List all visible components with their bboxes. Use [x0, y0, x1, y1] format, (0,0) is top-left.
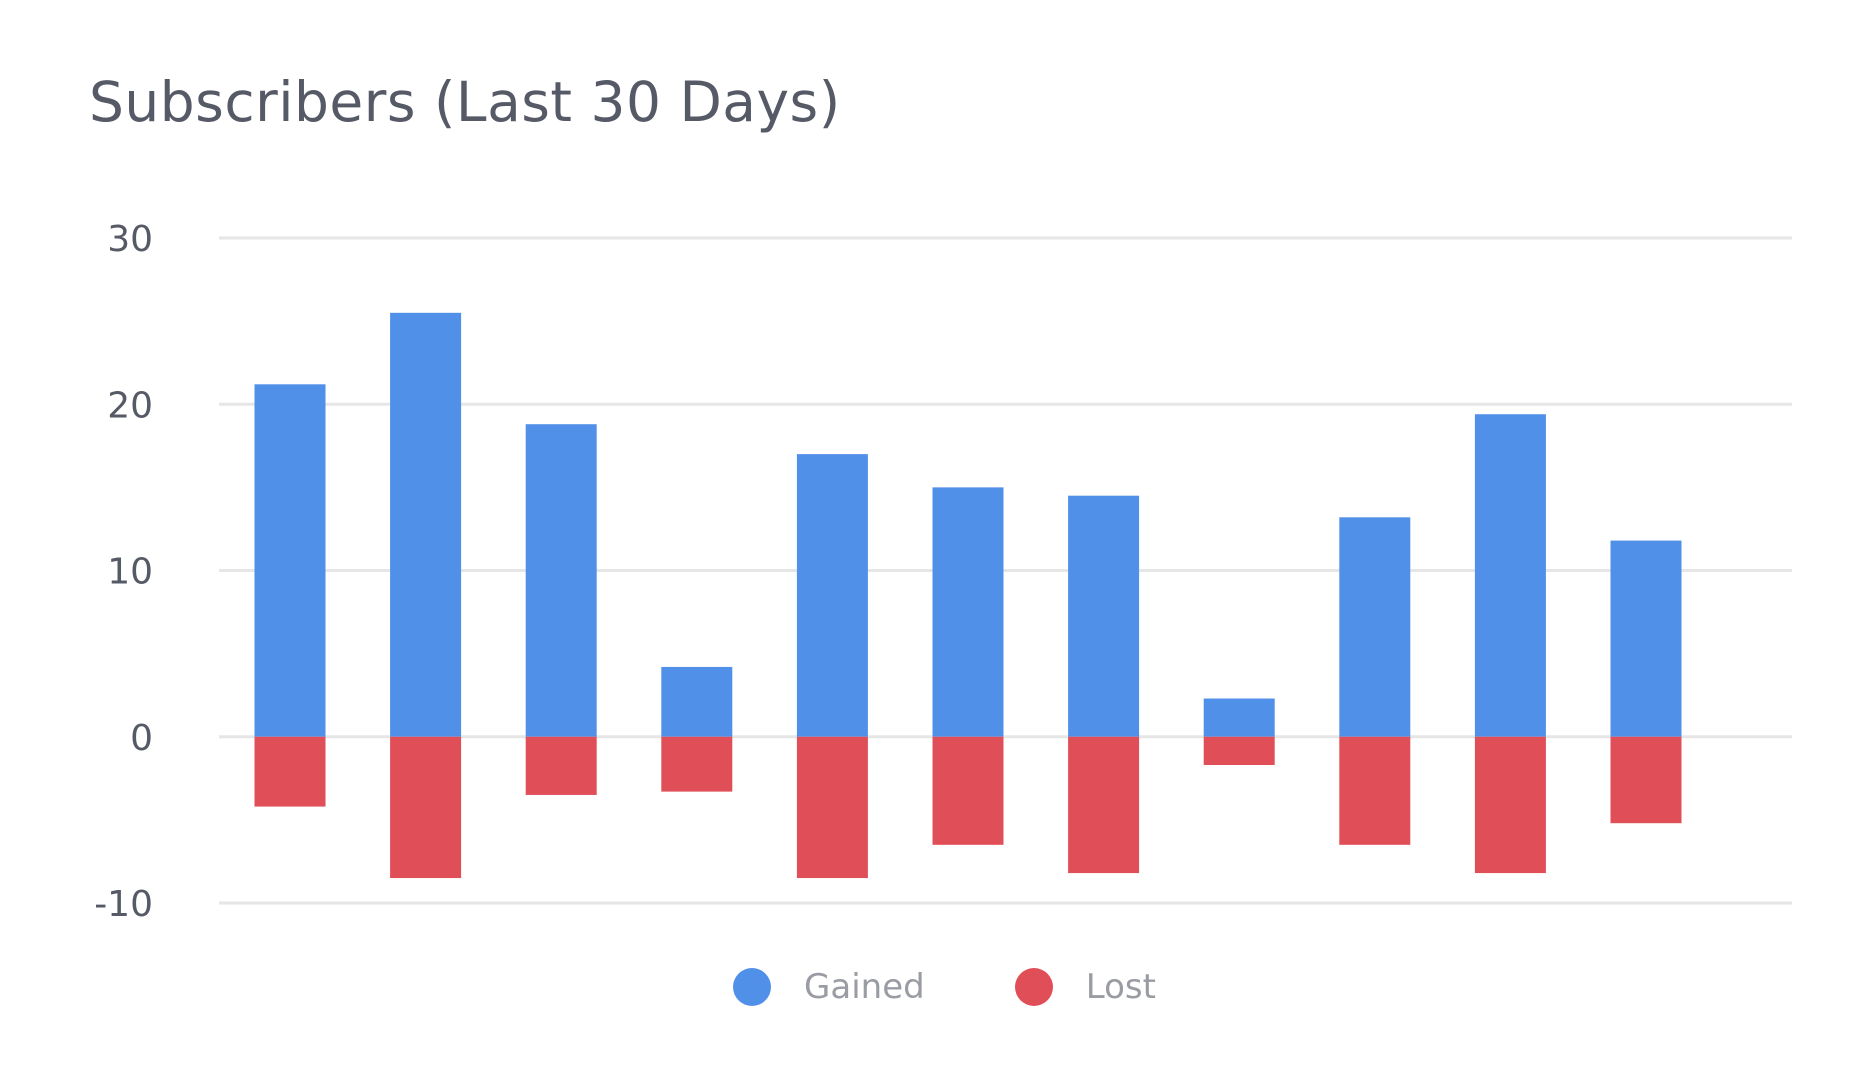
bar-gained-7[interactable]: [1068, 495, 1140, 737]
bar-lost-5[interactable]: [796, 736, 868, 879]
bar-gained-2[interactable]: [390, 312, 462, 737]
bar-gained-11[interactable]: [1610, 540, 1682, 737]
bar-lost-7[interactable]: [1068, 736, 1140, 874]
bar-lost-2[interactable]: [390, 736, 462, 879]
bar-lost-9[interactable]: [1339, 736, 1411, 845]
legend-dot-gained: [733, 968, 772, 1006]
bars: [254, 312, 1682, 879]
legend: Gained Lost: [0, 967, 1871, 1007]
bar-lost-1[interactable]: [254, 736, 326, 807]
bar-lost-3[interactable]: [525, 736, 597, 795]
bar-gained-1[interactable]: [254, 384, 326, 737]
bar-gained-10[interactable]: [1474, 414, 1546, 737]
bar-lost-8[interactable]: [1203, 736, 1275, 766]
legend-item-gained[interactable]: Gained: [733, 967, 925, 1007]
y-axis-ticks: 30 20 10 0 -10: [94, 219, 153, 925]
bar-lost-11[interactable]: [1610, 736, 1682, 824]
bar-lost-6[interactable]: [932, 736, 1004, 845]
y-tick-label: 0: [130, 718, 153, 759]
bar-gained-4[interactable]: [661, 666, 733, 737]
legend-dot-lost: [1014, 968, 1053, 1006]
legend-item-lost[interactable]: Lost: [1014, 967, 1156, 1007]
legend-label-lost: Lost: [1085, 967, 1156, 1007]
y-tick-label: 20: [107, 385, 153, 426]
chart-title: Subscribers (Last 30 Days): [89, 70, 841, 134]
bar-gained-9[interactable]: [1339, 517, 1411, 737]
bar-gained-6[interactable]: [932, 487, 1004, 737]
y-tick-label: 30: [107, 219, 153, 260]
legend-label-gained: Gained: [804, 967, 925, 1007]
bar-lost-4[interactable]: [661, 736, 733, 792]
bar-gained-8[interactable]: [1203, 698, 1275, 737]
bar-gained-5[interactable]: [796, 454, 868, 737]
bar-gained-3[interactable]: [525, 424, 597, 737]
y-tick-label: 10: [107, 552, 153, 593]
y-tick-label: -10: [94, 884, 153, 925]
bar-lost-10[interactable]: [1474, 736, 1546, 874]
